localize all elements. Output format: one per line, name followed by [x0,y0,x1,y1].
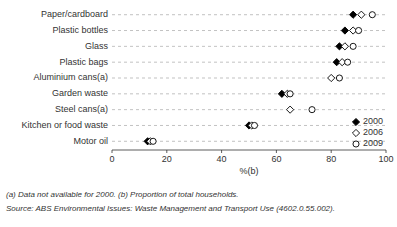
tick-label: 80 [326,154,336,164]
chart-container: Paper/cardboard Plastic bottles Glass Plast… [0,0,397,227]
legend-label: 2006 [363,127,383,137]
tick-mark [166,150,167,153]
category-label: Garden waste [52,88,108,98]
point [309,107,315,113]
footnote: (a) Data not available for 2000. (b) Pro… [6,190,239,199]
legend: 200020062009 [352,116,383,148]
category-label: Steel cans(a) [55,104,108,114]
x-axis: 0 20 40 60 80 100 [109,150,393,164]
legend-marker [352,118,359,125]
category-label: Paper/cardboard [41,9,108,19]
point [150,138,156,144]
category-label: Plastic bottles [52,25,108,35]
chart: Paper/cardboard Plastic bottles Glass Plast… [0,0,397,227]
grid-line [112,78,386,79]
legend-marker [353,141,359,147]
footnote: Source: ABS Environmental Issues: Waste … [6,204,335,213]
grid [112,15,386,142]
marks [144,11,375,145]
category-label: Motor oil [73,136,108,146]
tick-label: 20 [162,154,172,164]
series [144,11,357,145]
point [369,12,375,18]
point [341,43,348,50]
point [350,43,356,49]
category-label: Aluminium cans(a) [33,72,108,82]
grid-line [112,109,386,110]
tick-mark [331,150,332,153]
grid-line [112,14,386,15]
x-axis-label: %(b) [239,166,258,176]
point [328,74,335,81]
tick-label: 40 [217,154,227,164]
tick-label: 100 [378,154,393,164]
category-label: Kitchen or food waste [21,120,108,130]
tick-mark [386,150,387,153]
point [287,106,294,113]
point [251,122,257,128]
legend-label: 2000 [363,116,383,126]
series [150,12,375,145]
tick-label: 0 [109,154,114,164]
point [345,59,351,65]
series [147,11,365,145]
legend-label: 2009 [363,138,383,148]
category-label: Plastic bags [59,57,108,67]
tick-label: 60 [271,154,281,164]
category-label: Glass [85,41,109,51]
axis-line [112,150,386,151]
point [350,11,357,18]
legend-marker [352,129,359,136]
point [336,75,342,81]
grid-line [112,93,386,94]
tick-mark [276,150,277,153]
point [356,27,362,33]
point [358,11,365,18]
tick-mark [221,150,222,153]
tick-mark [112,150,113,153]
point [341,27,348,34]
point [287,91,293,97]
